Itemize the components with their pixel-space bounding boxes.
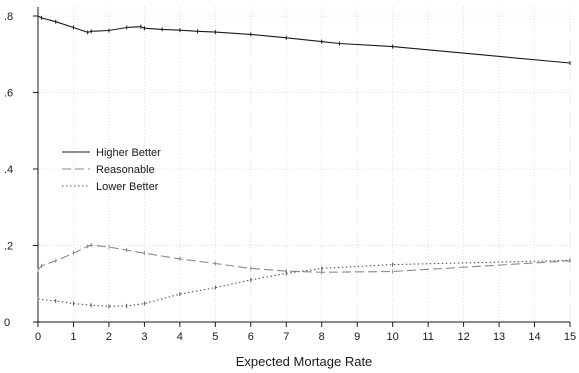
y-tick-label-0: 0	[4, 317, 10, 329]
x-tick-label-11: 11	[422, 331, 433, 343]
x-tick-label-4: 4	[177, 331, 183, 343]
y-tick-label-2: .4	[4, 164, 13, 176]
x-tick-label-13: 13	[493, 331, 505, 343]
y-tick-label-1: .2	[4, 241, 13, 253]
x-tick-label-3: 3	[141, 331, 147, 343]
x-tick-label-2: 2	[106, 331, 112, 343]
x-tick-label-9: 9	[354, 331, 360, 343]
y-tick-label-3: .6	[4, 88, 13, 100]
axes: 0 1 2 3 4 5 6 7 8 9 10 11 12 13 14 150.2.4.6.8	[4, 7, 576, 343]
x-tick-label-14: 14	[528, 331, 540, 343]
x-tick-label-1: 1	[70, 331, 76, 343]
legend: Higher Better Reasonable Lower Better	[62, 147, 161, 193]
x-tick-label-7: 7	[283, 331, 289, 343]
legend-label-lower-better: Lower Better	[96, 181, 159, 193]
y-tick-label-4: .8	[4, 11, 13, 23]
x-tick-label-15: 15	[564, 331, 576, 343]
series-line-higher-better	[37, 15, 571, 64]
x-tick-label-10: 10	[387, 331, 399, 343]
x-tick-label-12: 12	[457, 331, 469, 343]
series-line-reasonable	[37, 244, 571, 273]
series-lines	[37, 14, 571, 309]
x-tick-label-5: 5	[212, 331, 218, 343]
legend-label-higher-better: Higher Better	[96, 147, 161, 159]
x-tick-label-6: 6	[248, 331, 254, 343]
x-axis-title: Expected Mortage Rate	[236, 354, 373, 369]
x-tick-label-0: 0	[35, 331, 41, 343]
legend-label-reasonable: Reasonable	[96, 164, 155, 176]
series-line-lower-better	[37, 259, 571, 307]
x-tick-label-8: 8	[319, 331, 325, 343]
